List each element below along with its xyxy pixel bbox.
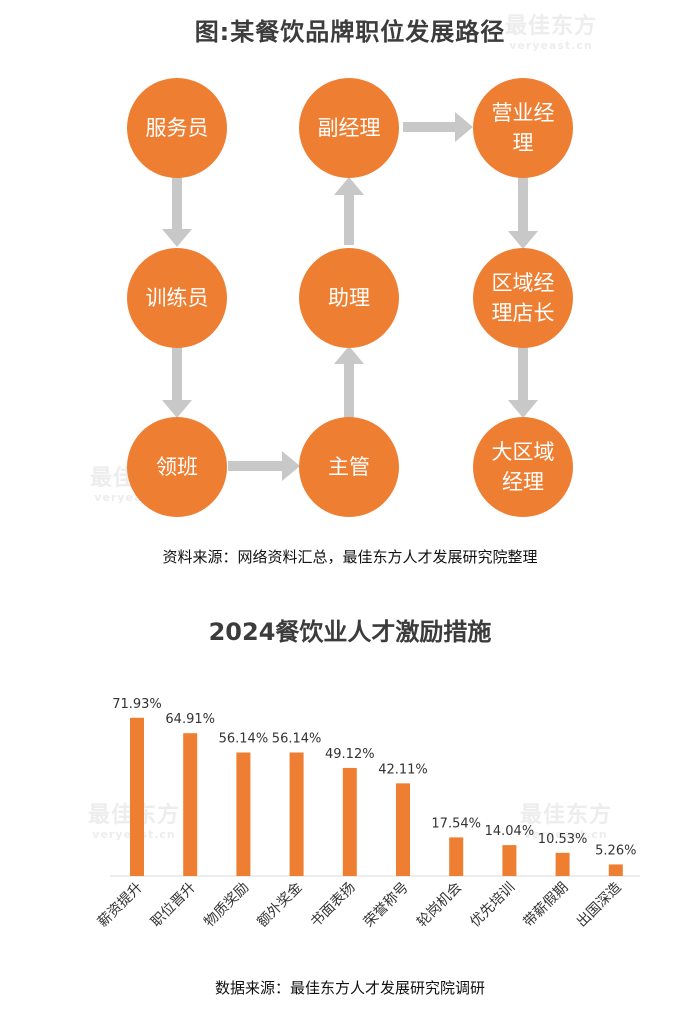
category-label-3: 物质奖励 [201, 879, 253, 931]
node-yingyejingli: 营业经理 [473, 78, 573, 178]
node-quyujinglidianzhang: 区域经理店长 [473, 248, 573, 348]
flow-title: 图:某餐饮品牌职位发展路径 [194, 18, 506, 46]
category-label-9: 带薪假期 [521, 880, 572, 931]
watermark-url: veryeast.cn [509, 39, 593, 52]
arrow-yingyejingli-to-quyujingli [508, 177, 538, 249]
value-label-3: 56.14% [219, 731, 269, 746]
flow-source-note: 资料来源：网络资料汇总，最佳东方人才发展研究院整理 [162, 548, 538, 566]
category-label-4: 额外奖金 [254, 879, 306, 931]
arrow-lingban-to-zhuguan [228, 451, 300, 481]
value-label-5: 49.12% [325, 747, 375, 762]
bar-2 [183, 733, 198, 876]
value-label-8: 14.04% [485, 824, 535, 839]
bar-6 [396, 783, 410, 876]
node-zhuguan: 主管 [299, 417, 399, 517]
watermark: 最佳东方 veryeast.cn [520, 803, 613, 841]
watermark-text: 最佳东方 [520, 803, 613, 828]
value-label-10: 5.26% [595, 843, 636, 858]
node-fuwuyuan: 服务员 [127, 78, 227, 178]
bar-10 [608, 864, 623, 876]
bar-7 [449, 837, 464, 876]
arrow-fujingli-to-yingyejingli [403, 112, 473, 142]
bar-8 [502, 845, 517, 876]
value-label-4: 56.14% [272, 731, 322, 746]
category-label-7: 轮岗机会 [414, 880, 465, 931]
node-lingban: 领班 [127, 417, 227, 517]
watermark-url: veryeast.cn [524, 828, 608, 841]
bar-9 [555, 852, 570, 876]
chart-title: 2024餐饮业人才激励措施 [208, 618, 492, 646]
value-label-9: 10.53% [538, 832, 588, 847]
value-label-7: 17.54% [431, 816, 481, 831]
arrow-zhuguan-to-zhuli [334, 346, 364, 418]
value-label-6: 42.11% [378, 762, 428, 777]
value-label-1: 71.93% [112, 697, 162, 712]
category-label-8: 优先培训 [467, 880, 518, 931]
category-label-1: 薪资提升 [95, 880, 146, 931]
arrow-xunlianyuan-to-lingban [162, 346, 192, 418]
node-daquyujingli: 大区域经理 [473, 417, 573, 517]
arrow-fuwuyuan-to-xunlianyuan [162, 175, 192, 247]
node-fujingli: 副经理 [299, 78, 399, 178]
value-label-2: 64.91% [165, 712, 215, 727]
watermark-url: veryeast.cn [94, 491, 178, 504]
arrow-zhuli-to-fujingli [334, 177, 364, 245]
bar-1 [130, 717, 144, 876]
category-label-5: 书面表扬 [308, 880, 359, 931]
chart-source-note: 数据来源：最佳东方人才发展研究院调研 [214, 979, 485, 997]
bar-4 [289, 752, 304, 876]
category-label-6: 荣誉称号 [361, 880, 412, 931]
watermark-text: 最佳东方 [505, 14, 598, 39]
bar-chart: 71.93% 薪资提升 64.91% 职位晋升 56.14% 物质奖励 56.14% 额外奖金… [95, 697, 640, 931]
category-label-10: 出国深造 [574, 880, 625, 931]
node-xunlianyuan: 训练员 [127, 248, 227, 348]
node-zhuli: 助理 [299, 248, 399, 348]
arrow-quyujingli-to-daquyujingli [508, 346, 538, 418]
watermark: 最佳东方 veryeast.cn [505, 14, 598, 52]
category-label-2: 职位晋升 [148, 880, 199, 931]
bar-5 [342, 767, 357, 876]
bar-3 [236, 752, 251, 876]
